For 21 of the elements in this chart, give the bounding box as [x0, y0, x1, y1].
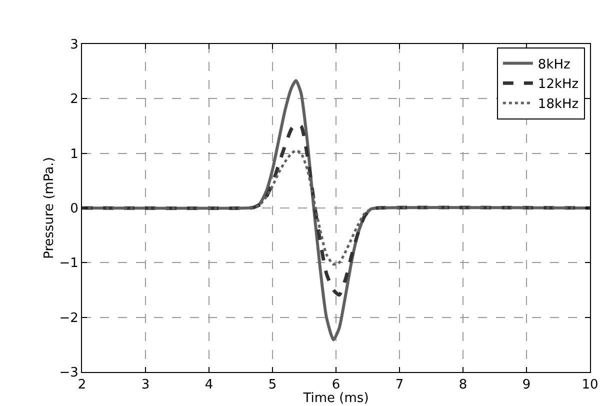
- legend-label: 8kHz: [538, 57, 570, 72]
- legend-label: 18kHz: [538, 97, 579, 112]
- y-tick-label: −2: [59, 310, 78, 326]
- y-tick-label: −1: [59, 256, 78, 272]
- y-tick-label: 0: [70, 202, 78, 217]
- x-tick-label: 7: [395, 378, 404, 393]
- x-tick-label: 9: [522, 378, 531, 393]
- y-tick-label: −3: [59, 366, 78, 381]
- x-axis-title: Time (ms): [302, 391, 369, 406]
- x-tick-label: 4: [204, 378, 214, 393]
- legend-label: 12kHz: [538, 77, 579, 92]
- y-axis-title: Pressure (mPa.): [42, 157, 58, 259]
- y-tick-label: 2: [70, 92, 78, 108]
- y-tick-label: 3: [70, 38, 78, 53]
- x-tick-label: 3: [141, 378, 150, 393]
- x-tick-label: 6: [332, 378, 340, 393]
- x-tick-label: 8: [458, 378, 468, 393]
- x-tick-label: 10: [582, 378, 598, 393]
- x-tick-label: 5: [268, 378, 277, 393]
- y-tick-label: 1: [70, 146, 78, 162]
- line-series: [82, 122, 590, 297]
